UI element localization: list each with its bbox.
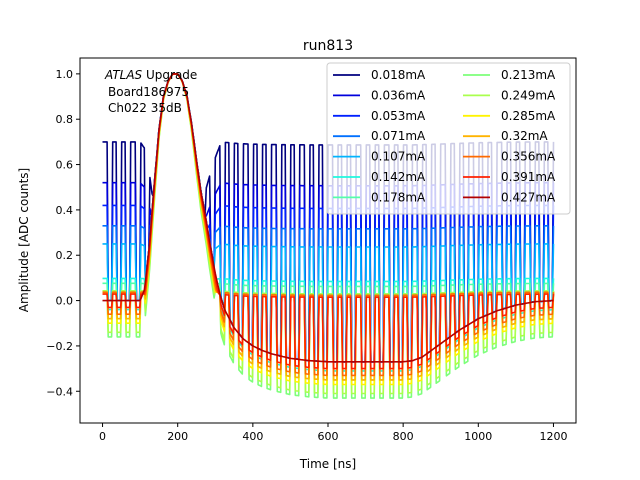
legend-label: 0.249mA xyxy=(501,88,556,102)
legend-label: 0.285mA xyxy=(501,109,556,123)
channel-label: Ch022 35dB xyxy=(108,101,182,115)
legend-frame xyxy=(326,62,571,215)
svg-text:ATLAS Upgrade: ATLAS Upgrade xyxy=(104,68,197,82)
x-tick-label: 200 xyxy=(167,430,188,443)
x-tick-label: 600 xyxy=(318,430,339,443)
x-axis: 0 200 400 600 800 1000 1200 xyxy=(99,423,567,443)
legend-label: 0.142mA xyxy=(371,170,426,184)
legend-label: 0.356mA xyxy=(501,150,556,164)
x-tick-label: 400 xyxy=(242,430,263,443)
y-tick-label: 0.0 xyxy=(56,295,74,308)
chart-title: run813 xyxy=(303,38,353,54)
legend-label: 0.036mA xyxy=(371,88,426,102)
y-tick-label: 0.4 xyxy=(56,204,74,217)
y-tick-label: −0.4 xyxy=(46,385,73,398)
x-tick-label: 1200 xyxy=(539,430,567,443)
board-label: Board186975 xyxy=(108,85,189,99)
x-tick-label: 0 xyxy=(99,430,106,443)
legend-label: 0.018mA xyxy=(371,68,426,82)
y-axis-label: Amplitude [ADC counts] xyxy=(17,168,31,312)
legend-label: 0.32mA xyxy=(501,129,548,143)
upgrade-label: Upgrade xyxy=(142,68,197,82)
y-tick-label: 1.0 xyxy=(56,68,74,81)
legend-label: 0.178mA xyxy=(371,190,426,204)
y-axis: −0.4 −0.2 0.0 0.2 0.4 0.6 0.8 1.0 xyxy=(46,68,80,398)
legend-label: 0.053mA xyxy=(371,109,426,123)
y-tick-label: 0.2 xyxy=(56,249,74,262)
legend-label: 0.427mA xyxy=(501,190,556,204)
legend-label: 0.107mA xyxy=(371,150,426,164)
atlas-annotation: ATLAS Upgrade Board186975 Ch022 35dB xyxy=(104,68,197,115)
x-tick-label: 1000 xyxy=(464,430,492,443)
atlas-label: ATLAS xyxy=(104,68,143,82)
legend-label: 0.071mA xyxy=(371,129,426,143)
y-tick-label: 0.6 xyxy=(56,159,74,172)
legend-label: 0.213mA xyxy=(501,68,556,82)
series-line xyxy=(102,73,554,363)
x-tick-label: 800 xyxy=(393,430,414,443)
x-axis-label: Time [ns] xyxy=(299,457,356,471)
y-tick-label: −0.2 xyxy=(46,340,73,353)
legend-label: 0.391mA xyxy=(501,170,556,184)
y-tick-label: 0.8 xyxy=(56,113,74,126)
legend: 0.018mA 0.036mA 0.053mA 0.071mA 0.107mA 0.142… xyxy=(326,62,571,215)
